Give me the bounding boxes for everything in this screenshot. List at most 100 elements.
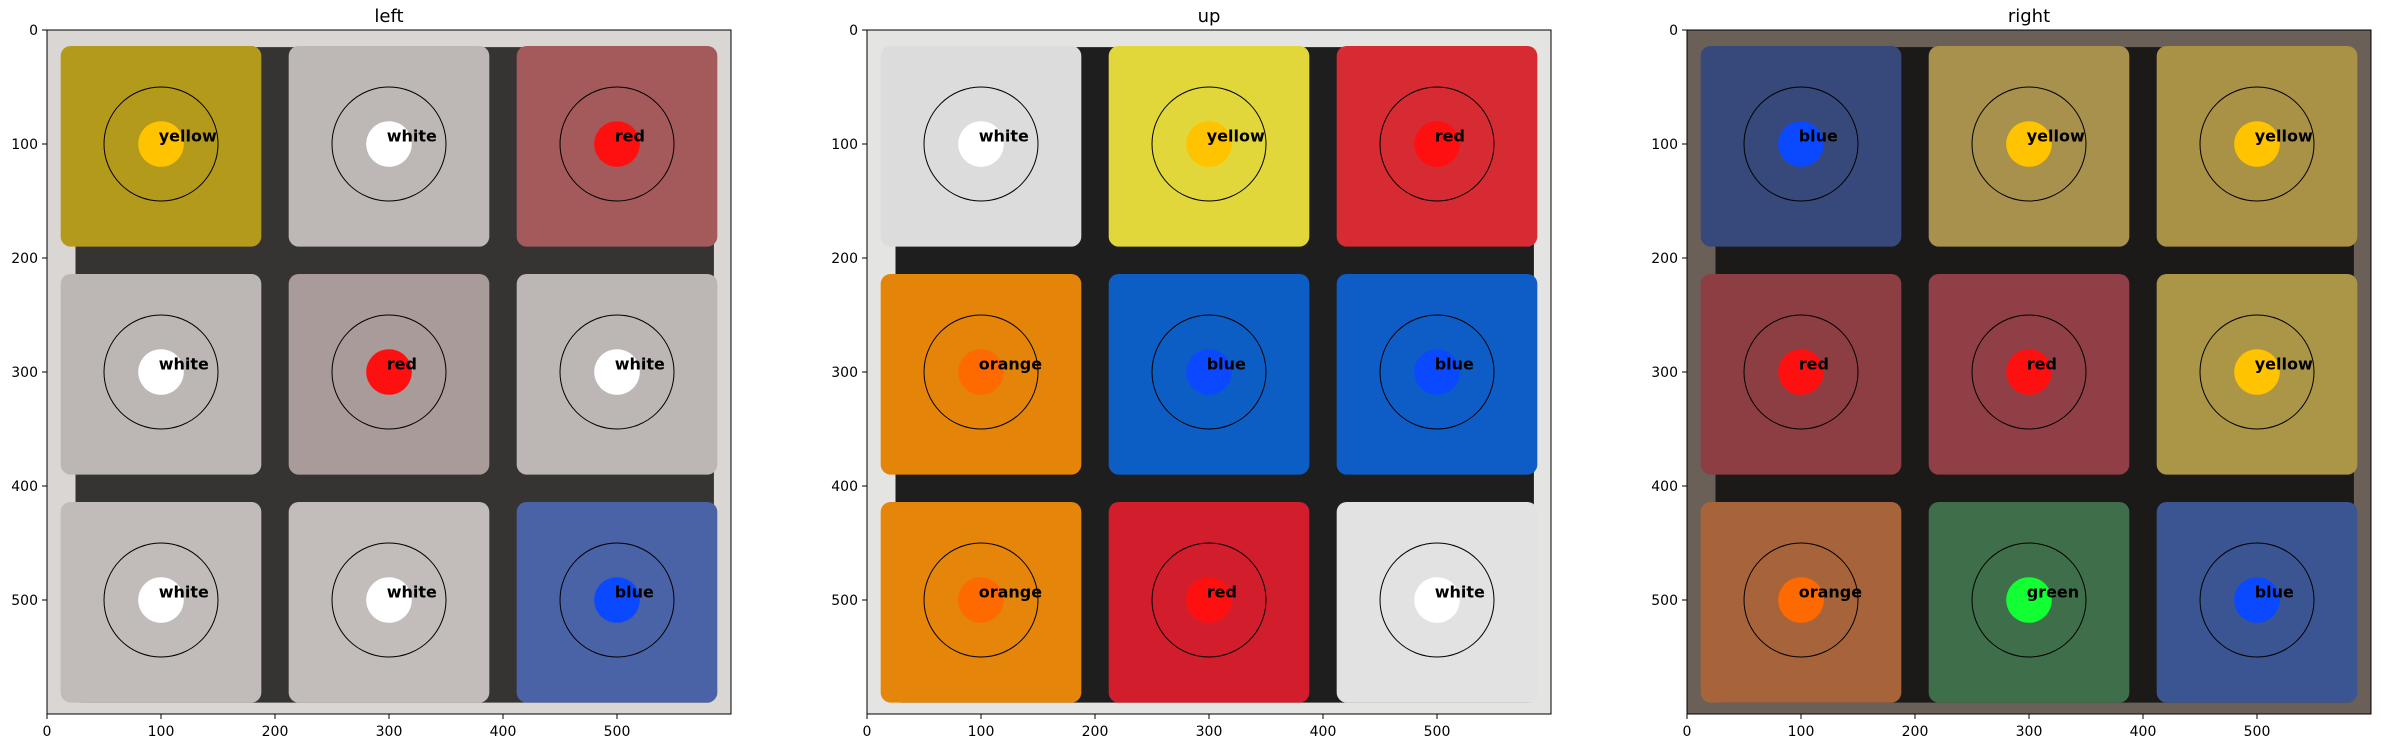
y-tick-label: 400: [831, 479, 858, 495]
sample-ring: [1151, 314, 1267, 430]
color-dot: [958, 349, 1004, 395]
color-dot: [594, 121, 640, 167]
color-label: red: [1799, 355, 1829, 374]
color-dot: [1186, 577, 1232, 623]
color-dot: [958, 121, 1004, 167]
panel-up: white yellow red orange blue blue orange red whi…: [831, 6, 1552, 740]
panel-title: up: [1198, 6, 1221, 27]
face-image: white yellow red orange blue blue orange red whi…: [867, 30, 1551, 714]
color-dot: [138, 577, 184, 623]
color-label: yellow: [1207, 127, 1265, 146]
color-label: blue: [1207, 355, 1246, 374]
x-tick-label: 200: [262, 724, 289, 740]
sample-ring: [331, 86, 447, 202]
color-label: white: [387, 127, 437, 146]
color-dot: [2006, 577, 2052, 623]
sample-ring: [103, 314, 219, 430]
color-dot: [138, 121, 184, 167]
y-tick-label: 300: [11, 365, 38, 381]
color-label: orange: [1799, 583, 1863, 602]
sample-ring: [1971, 86, 2087, 202]
sample-ring: [1743, 314, 1859, 430]
color-dot: [2006, 121, 2052, 167]
panels-layer: yellow white red white red white white white blu…: [11, 6, 2372, 740]
color-dot: [2234, 577, 2280, 623]
color-dot: [366, 349, 412, 395]
x-tick-label: 200: [1082, 724, 1109, 740]
sample-ring: [2199, 542, 2315, 658]
sample-ring: [1743, 542, 1859, 658]
y-tick-label: 300: [1651, 365, 1678, 381]
sample-ring: [103, 542, 219, 658]
sample-ring: [559, 86, 675, 202]
y-tick-label: 200: [831, 251, 858, 267]
y-tick-label: 500: [11, 593, 38, 609]
color-dot: [1414, 121, 1460, 167]
color-dot: [1414, 577, 1460, 623]
x-tick-label: 100: [148, 724, 175, 740]
sample-ring: [1971, 542, 2087, 658]
color-dot: [594, 349, 640, 395]
sample-ring: [2199, 314, 2315, 430]
color-label: blue: [1435, 355, 1474, 374]
x-tick-label: 0: [43, 724, 52, 740]
color-label: white: [159, 355, 209, 374]
color-label: white: [979, 127, 1029, 146]
y-tick-label: 100: [1651, 137, 1678, 153]
color-dot: [2006, 349, 2052, 395]
sample-ring: [331, 314, 447, 430]
x-tick-label: 100: [1788, 724, 1815, 740]
color-dot: [1414, 349, 1460, 395]
color-dot: [1186, 349, 1232, 395]
y-tick-label: 400: [1651, 479, 1678, 495]
color-label: red: [1435, 127, 1465, 146]
y-tick-label: 100: [11, 137, 38, 153]
y-tick-label: 0: [29, 23, 38, 39]
x-tick-label: 0: [863, 724, 872, 740]
color-dot: [1778, 121, 1824, 167]
sample-ring: [1379, 542, 1495, 658]
y-tick-label: 100: [831, 137, 858, 153]
x-tick-label: 300: [1196, 724, 1223, 740]
color-dot: [594, 577, 640, 623]
color-label: white: [159, 583, 209, 602]
color-label: white: [615, 355, 665, 374]
y-tick-label: 400: [11, 479, 38, 495]
color-label: blue: [615, 583, 654, 602]
sample-ring: [1379, 86, 1495, 202]
y-tick-label: 0: [1669, 23, 1678, 39]
x-tick-label: 100: [968, 724, 995, 740]
color-dot: [138, 349, 184, 395]
color-dot: [1778, 349, 1824, 395]
color-label: blue: [1799, 127, 1838, 146]
panel-right: blue yellow yellow red red yellow orange green b…: [1651, 6, 2372, 740]
x-tick-label: 300: [376, 724, 403, 740]
color-dot: [366, 121, 412, 167]
panel-title: right: [2008, 6, 2050, 27]
color-dot: [2234, 121, 2280, 167]
color-label: orange: [979, 583, 1043, 602]
sample-ring: [559, 542, 675, 658]
color-label: yellow: [2255, 355, 2313, 374]
color-label: blue: [2255, 583, 2294, 602]
face-image: yellow white red white red white white white blu…: [47, 30, 731, 714]
color-dot: [366, 577, 412, 623]
y-tick-label: 0: [849, 23, 858, 39]
x-tick-label: 400: [490, 724, 517, 740]
y-tick-label: 500: [831, 593, 858, 609]
sample-ring: [1743, 86, 1859, 202]
color-label: green: [2027, 583, 2079, 602]
x-tick-label: 0: [1683, 724, 1692, 740]
color-dot: [1778, 577, 1824, 623]
color-label: white: [1435, 583, 1485, 602]
y-tick-label: 200: [1651, 251, 1678, 267]
sample-ring: [2199, 86, 2315, 202]
panel-title: left: [374, 6, 403, 27]
x-tick-label: 500: [604, 724, 631, 740]
y-tick-label: 200: [11, 251, 38, 267]
x-tick-label: 400: [1310, 724, 1337, 740]
sample-ring: [923, 542, 1039, 658]
color-label: white: [387, 583, 437, 602]
sample-ring: [923, 86, 1039, 202]
